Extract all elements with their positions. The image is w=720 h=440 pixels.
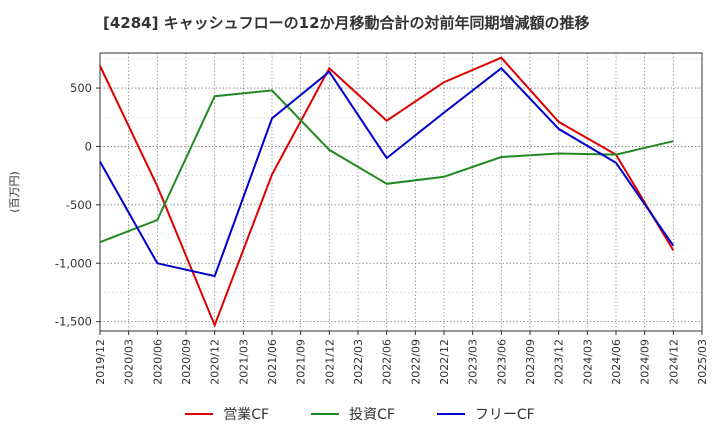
legend-label: フリーCF [474,407,535,423]
series-line-フリーCF [99,66,675,278]
x-tick-label: 2020/06 [151,339,164,385]
x-tick-label: 2024/12 [667,339,680,385]
grid-layer [99,53,703,331]
x-tick-label: 2020/09 [180,339,193,385]
y-axis-label: (百万円) [8,171,21,213]
x-tick-label: 2023/06 [495,339,508,385]
series-line-投資CF [99,89,674,244]
y-tick-label: -1,000 [55,256,92,270]
legend-swatch [185,413,214,415]
x-tick-label: 2022/09 [409,339,422,385]
x-tick-label: 2020/12 [209,339,222,385]
legend-item: 営業CF [185,404,269,424]
legend-label: 投資CF [349,407,395,423]
x-tick-label: 2021/12 [323,339,336,385]
x-tick-label: 2020/03 [123,339,136,385]
axis-layer [96,52,703,335]
x-tick-label: 2023/09 [524,339,537,385]
series-line-営業CF [99,56,675,328]
y-tick-label: 500 [70,81,92,95]
legend-swatch [311,413,340,415]
legend-item: 投資CF [311,404,395,424]
y-tick-label: -1,500 [55,315,92,329]
series-layer [99,56,675,328]
legend-label: 営業CF [223,407,270,423]
x-tick-label: 2023/12 [553,339,566,385]
x-tick-label: 2022/06 [381,339,394,385]
x-tick-label: 2024/03 [581,339,594,385]
x-tick-label: 2019/12 [94,339,107,385]
chart-title: [4284] キャッシュフローの12か月移動合計の対前年同期増減額の推移 [103,14,590,32]
x-tick-label: 2024/09 [639,339,652,385]
x-tick-label: 2024/06 [610,339,623,385]
x-tick-label: 2022/12 [438,339,451,385]
x-tick-label: 2022/03 [352,339,365,385]
x-tick-label: 2023/03 [467,339,480,385]
legend-item: フリーCF [436,404,535,424]
plot-frame [99,52,703,332]
x-tick-label: 2021/03 [237,339,250,385]
legend: 営業CF 投資CF フリーCF [0,404,720,424]
legend-swatch [436,413,465,415]
y-tick-label: -500 [66,198,92,212]
x-tick-label: 2021/09 [295,339,308,385]
x-tick-label: 2025/03 [696,339,709,385]
y-tick-label: 0 [85,139,92,153]
x-tick-label: 2021/06 [266,339,279,385]
